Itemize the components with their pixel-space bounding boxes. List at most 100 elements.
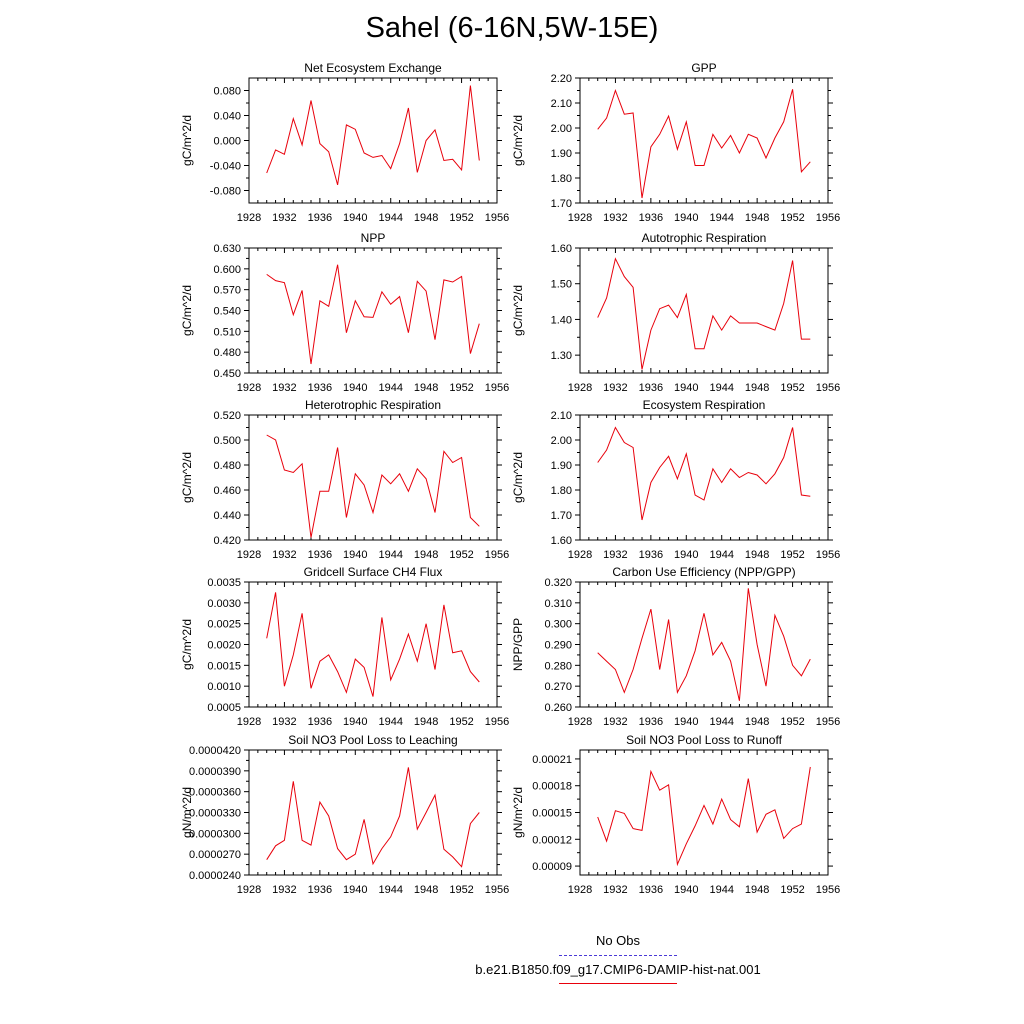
x-tick-label: 1936	[308, 716, 332, 728]
x-tick-label: 1944	[709, 549, 733, 561]
y-axis-label: gC/m^2/d	[511, 285, 525, 336]
y-axis-label: gC/m^2/d	[511, 115, 525, 166]
y-tick-label: 0.520	[213, 410, 241, 422]
x-tick-label: 1936	[639, 549, 663, 561]
y-tick-label: 0.300	[544, 619, 572, 631]
x-tick-label: 1928	[568, 382, 592, 394]
y-tick-label: 2.10	[551, 98, 572, 110]
x-tick-label: 1940	[343, 884, 367, 896]
y-tick-label: 0.00012	[532, 834, 572, 846]
y-tick-label: 0.0005	[207, 702, 241, 714]
x-tick-label: 1952	[449, 716, 473, 728]
panel-1: Net Ecosystem Exchange gC/m^2/d 1928 1932 19…	[180, 61, 509, 224]
y-tick-label: 1.80	[551, 485, 572, 497]
x-tick-label: 1940	[674, 716, 698, 728]
x-tick-label: 1956	[485, 549, 509, 561]
panel-title: Net Ecosystem Exchange	[304, 61, 442, 75]
panel-5: Heterotrophic Respiration gC/m^2/d 1928 193…	[180, 398, 509, 561]
x-tick-label: 1952	[780, 382, 804, 394]
x-tick-label: 1956	[816, 382, 840, 394]
y-tick-label: 0.540	[213, 306, 241, 318]
y-axis-label: gC/m^2/d	[180, 619, 194, 670]
y-tick-label: 2.20	[551, 73, 572, 85]
panel-4: Autotrophic Respiration gC/m^2/d 1928 1932 1…	[511, 231, 840, 394]
x-tick-label: 1952	[449, 549, 473, 561]
x-tick-label: 1948	[414, 884, 438, 896]
x-tick-label: 1944	[378, 382, 402, 394]
y-axis-label: gN/m^2/d	[511, 787, 525, 838]
x-tick-label: 1932	[272, 382, 296, 394]
y-axis-label: gN/m^2/d	[180, 787, 194, 838]
y-tick-label: 1.80	[551, 173, 572, 185]
x-tick-label: 1948	[414, 716, 438, 728]
y-tick-label: 0.280	[544, 660, 572, 672]
x-tick-label: 1928	[568, 212, 592, 224]
y-tick-label: 1.30	[551, 350, 572, 362]
x-tick-label: 1948	[745, 884, 769, 896]
y-tick-label: 0.080	[213, 86, 241, 98]
plot-frame	[579, 749, 829, 876]
y-tick-label: 0.420	[213, 535, 241, 547]
y-tick-label: 0.000	[213, 136, 241, 148]
series-line	[597, 88, 811, 199]
y-tick-label: 0.630	[213, 243, 241, 255]
y-tick-label: 0.0025	[207, 619, 241, 631]
x-tick-label: 1944	[709, 382, 733, 394]
y-tick-label: 0.00015	[532, 808, 572, 820]
y-tick-label: 0.260	[544, 702, 572, 714]
y-tick-label: 0.600	[213, 264, 241, 276]
x-tick-label: 1928	[568, 884, 592, 896]
x-tick-label: 1936	[639, 382, 663, 394]
plot-frame	[248, 414, 498, 541]
x-tick-label: 1932	[272, 212, 296, 224]
y-tick-label: 0.00021	[532, 754, 572, 766]
x-tick-label: 1936	[639, 716, 663, 728]
y-tick-label: 0.270	[544, 681, 572, 693]
plot-frame	[579, 581, 829, 708]
x-tick-label: 1956	[485, 884, 509, 896]
x-tick-label: 1952	[449, 382, 473, 394]
y-axis-label: gC/m^2/d	[180, 285, 194, 336]
y-tick-label: 1.70	[551, 510, 572, 522]
x-tick-label: 1944	[709, 884, 733, 896]
panel-title: Carbon Use Efficiency (NPP/GPP)	[612, 565, 795, 579]
panel-title: GPP	[691, 61, 716, 75]
plot-frame	[248, 581, 498, 708]
y-tick-label: 0.0020	[207, 640, 241, 652]
series-line	[266, 85, 480, 186]
y-tick-label: 1.90	[551, 148, 572, 160]
x-tick-label: 1932	[272, 884, 296, 896]
x-tick-label: 1940	[343, 549, 367, 561]
x-tick-label: 1952	[780, 549, 804, 561]
y-tick-label: 2.00	[551, 435, 572, 447]
legend-label-model-run: b.e21.B1850.f09_g17.CMIP6-DAMIP-hist-nat…	[475, 962, 761, 977]
x-tick-label: 1944	[709, 716, 733, 728]
y-axis-label: gC/m^2/d	[180, 115, 194, 166]
y-tick-label: 0.450	[213, 368, 241, 380]
y-tick-label: 0.310	[544, 598, 572, 610]
y-tick-label: -0.080	[210, 186, 241, 198]
x-tick-label: 1940	[343, 716, 367, 728]
panel-title: Soil NO3 Pool Loss to Leaching	[288, 733, 457, 747]
plot-frame	[248, 749, 498, 876]
y-tick-label: 0.0000360	[189, 787, 241, 799]
y-tick-label: 1.40	[551, 314, 572, 326]
legend-label-no-obs: No Obs	[595, 933, 641, 948]
panel-7: Gridcell Surface CH4 Flux gC/m^2/d 1928 193…	[180, 565, 509, 728]
y-axis-label: NPP/GPP	[511, 618, 525, 671]
x-tick-label: 1932	[272, 549, 296, 561]
x-tick-label: 1956	[816, 212, 840, 224]
y-tick-label: 0.0000420	[189, 745, 241, 757]
legend-line-no-obs	[559, 955, 677, 956]
x-tick-label: 1940	[674, 884, 698, 896]
panel-title: Ecosystem Respiration	[643, 398, 766, 412]
x-tick-label: 1956	[485, 212, 509, 224]
x-tick-label: 1932	[603, 884, 627, 896]
y-tick-label: 1.60	[551, 535, 572, 547]
x-tick-label: 1956	[485, 382, 509, 394]
x-tick-label: 1936	[308, 884, 332, 896]
y-tick-label: 1.50	[551, 279, 572, 291]
x-tick-label: 1948	[414, 382, 438, 394]
panel-title: Gridcell Surface CH4 Flux	[304, 565, 443, 579]
